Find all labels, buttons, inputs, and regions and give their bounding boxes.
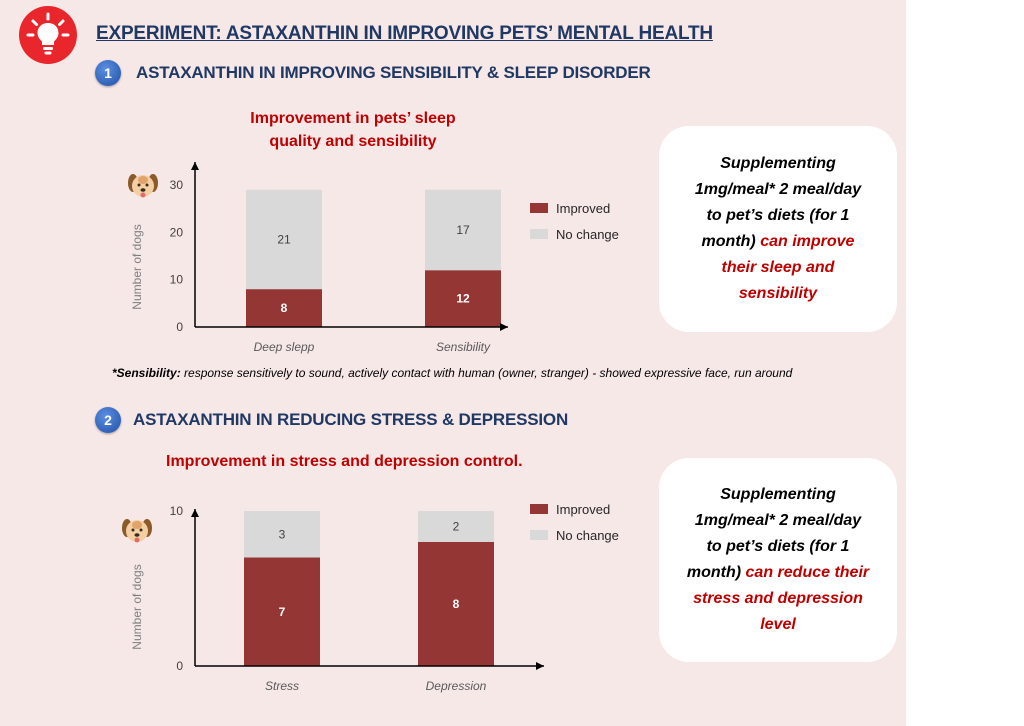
callout-box: Supplementing 1mg/meal* 2 meal/day to pe… [659,126,897,332]
chart-title: Improvement in stress and depression con… [166,453,523,470]
callout-box: Supplementing 1mg/meal* 2 meal/day to pe… [659,458,897,662]
dog-nose [140,188,146,192]
callout-line: month) [701,233,756,250]
y-tick-label: 0 [176,320,183,334]
chart-title-line: Improvement in pets’ sleep [250,110,456,127]
dog-patch [132,521,142,529]
callout-highlight: stress and depression [693,590,863,607]
dog-patch [138,176,148,184]
bar-segment-improved [425,270,501,327]
y-tick-label: 30 [170,178,184,192]
data-label: 8 [281,301,288,315]
dog-eye [145,183,149,187]
data-label: 17 [456,223,470,237]
y-tick-label: 10 [170,504,184,518]
dog-face-icon [122,519,152,543]
chart-title: Improvement in pets’ sleep quality and s… [230,107,476,153]
data-label: 12 [456,292,470,306]
chart-title-line: quality and sensibility [269,133,437,150]
x-axis-arrow [536,662,544,670]
callout-highlight: their sleep and [721,259,835,276]
section-number-badge: 1 [95,60,121,86]
callout-line: 1mg/meal* 2 meal/day [694,181,862,198]
callout-highlight: can reduce their [741,564,870,581]
callout-line: to pet’s diets (for 1 [706,207,850,224]
page-title: EXPERIMENT: ASTAXANTHIN IN IMPROVING PET… [96,23,713,44]
legend-label: No change [556,528,619,543]
dog-head [132,175,154,197]
y-tick-label: 0 [176,659,183,673]
callout-line: to pet’s diets (for 1 [706,538,850,555]
y-axis-arrow [191,162,199,170]
dog-head [126,520,148,542]
callout-line: month) [686,564,742,581]
lightbulb-icon [19,6,77,64]
dog-eye [131,528,135,532]
callout-line: Supplementing [720,155,836,172]
bar-segment-no-change [418,511,494,542]
x-tick-label: Stress [265,679,299,693]
bar-segment-no-change [246,189,322,290]
dog-eye [137,183,141,187]
section-title: ASTAXANTHIN IN REDUCING STRESS & DEPRESS… [133,410,569,429]
footnote-term: *Sensibility: [112,366,181,380]
data-label: 2 [453,520,460,534]
x-tick-label: Depression [426,679,487,693]
dog-tongue [134,537,140,543]
x-tick-label: Deep slepp [254,340,315,354]
legend-label: Improved [556,201,610,216]
callout-highlight: can improve [755,233,855,250]
callout-highlight: level [760,616,796,633]
legend-swatch [530,530,548,540]
section-title: ASTAXANTHIN IN IMPROVING SENSIBILITY & S… [136,63,651,82]
data-label: 3 [279,527,286,541]
y-axis-arrow [191,509,199,517]
bar-segment-no-change [244,511,320,558]
data-label: 21 [277,232,291,246]
legend-label: No change [556,227,619,242]
dog-tongue [140,192,146,198]
bar-segment-no-change [425,189,501,271]
x-tick-label: Sensibility [436,340,491,354]
legend-swatch [530,203,548,213]
legend-swatch [530,504,548,514]
footnote: *Sensibility: response sensitively to so… [112,366,792,380]
data-label: 7 [279,605,286,619]
stacked-bar-chart: 8 21 Deep slepp 12 17 Sensibility 0 10 20 30 Numbe… [128,162,619,354]
legend-swatch [530,229,548,239]
footnote-text: response sensitively to sound, actively … [180,366,793,380]
y-axis-label: Number of dogs [130,564,144,649]
bar-segment-improved [246,289,322,327]
dog-nose [134,533,140,537]
dog-eye [139,528,143,532]
callout-highlight: sensibility [738,285,818,302]
y-tick-label: 20 [170,225,184,239]
callout-line: Supplementing [720,486,836,503]
bar-segment-improved [244,557,320,666]
y-axis-label: Number of dogs [130,224,144,309]
stacked-bar-chart: 7 3 Stress 8 2 Depression 0 10 Number of dogs Imp… [122,502,619,693]
legend-label: Improved [556,502,610,517]
bar-segment-improved [418,542,494,666]
x-axis-arrow [500,323,508,331]
y-tick-label: 10 [170,273,184,287]
callout-line: 1mg/meal* 2 meal/day [694,512,862,529]
section-number-badge: 2 [95,407,121,433]
dog-face-icon [128,174,158,198]
data-label: 8 [453,597,460,611]
